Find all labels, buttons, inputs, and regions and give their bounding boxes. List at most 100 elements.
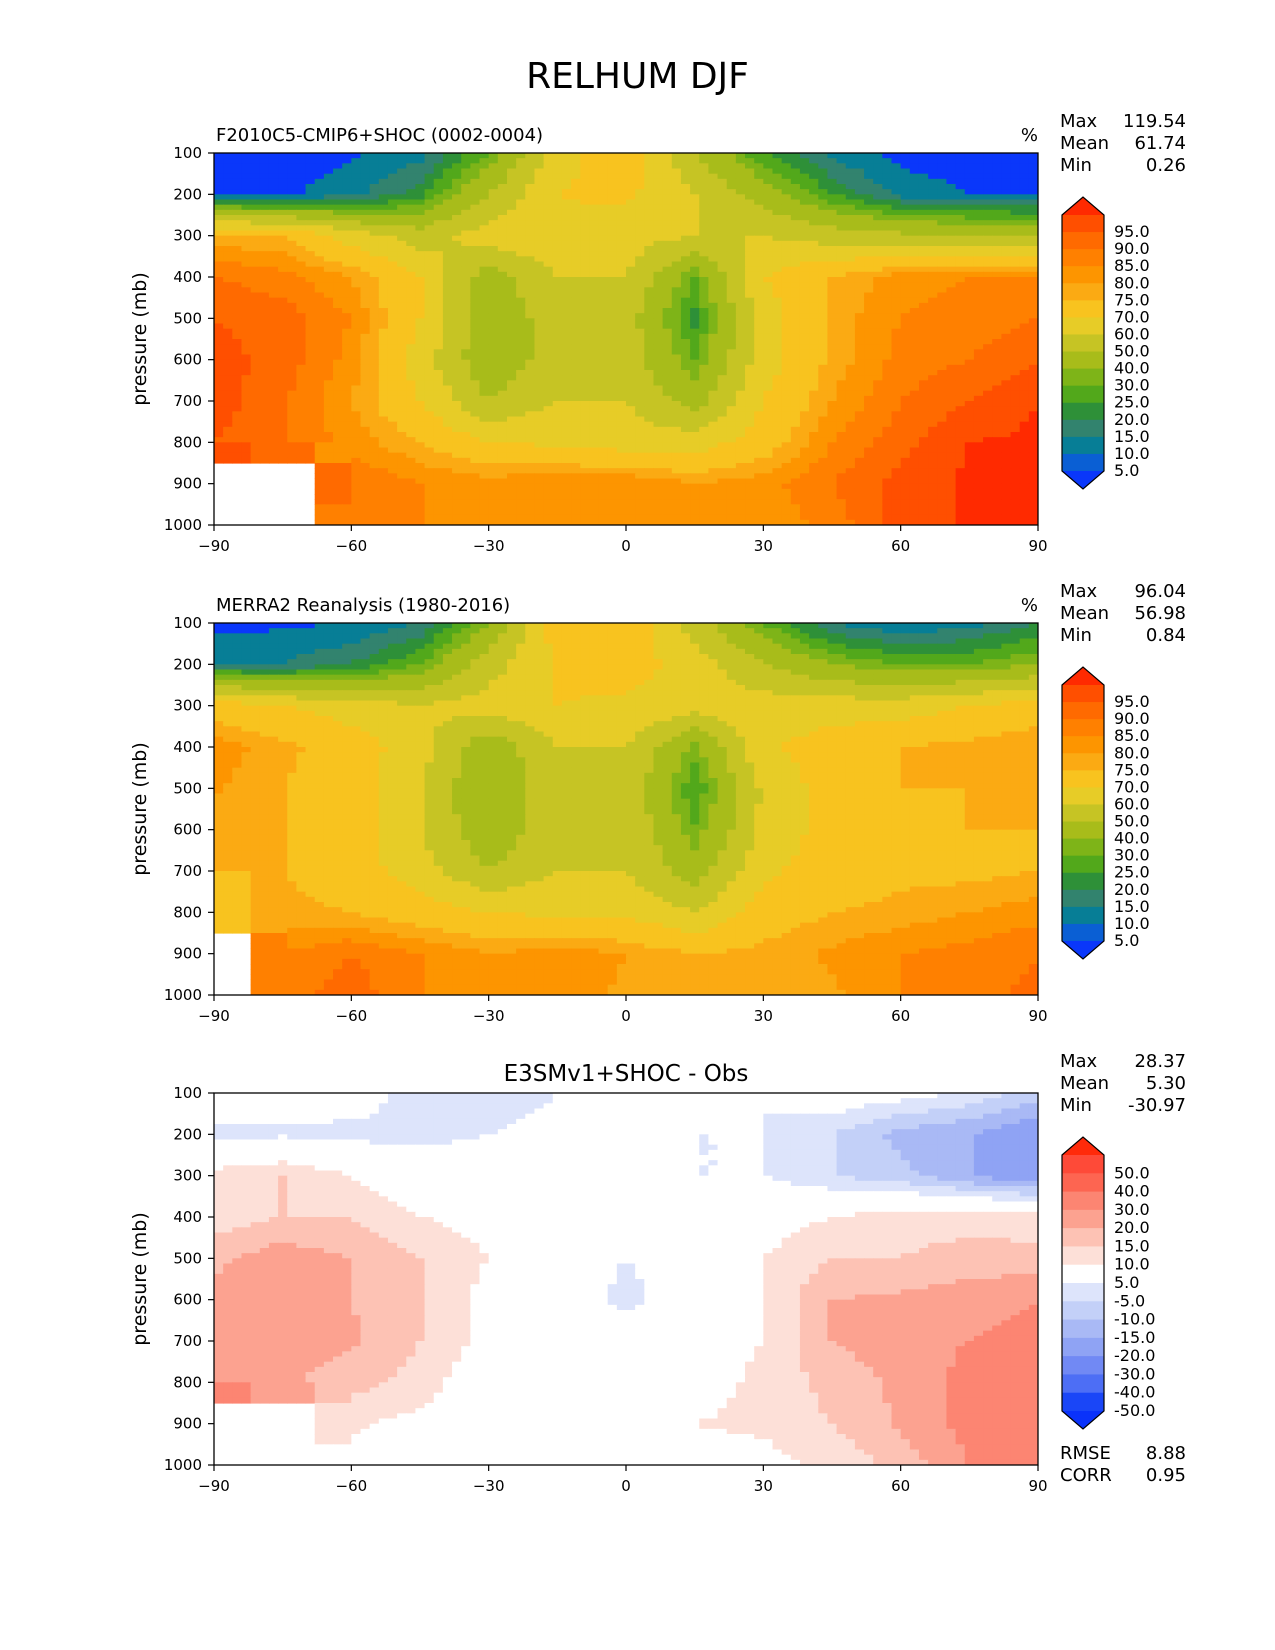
contour-cell [1019,308,1030,314]
contour-cell [397,287,407,294]
contour-cell [763,426,774,433]
contour-cell [891,215,902,221]
contour-cell [845,194,856,201]
contour-cell [626,199,636,206]
contour-cell [470,354,481,361]
contour-cell [772,246,783,252]
contour-cell [580,287,590,294]
contour-cell [534,282,545,288]
contour-cell [516,411,526,418]
contour-cell [946,277,957,283]
contour-cell [845,230,856,237]
contour-cell [543,328,554,335]
contour-cell [479,271,490,278]
contour-cell [287,344,297,350]
contour-cell [534,416,545,423]
contour-cell [708,349,719,356]
contour-cell [690,240,700,247]
contour-cell [864,411,874,418]
contour-cell [497,235,508,242]
contour-cell [699,220,709,226]
contour-cell [351,354,362,361]
contour-cell [699,308,709,314]
contour-cell [671,256,682,263]
contour-cell [644,271,655,278]
contour-cell [607,189,618,195]
contour-cell [561,158,572,164]
contour-cell [497,323,508,330]
contour-cell [983,287,993,294]
contour-cell [268,411,279,418]
contour-cell [955,204,966,211]
contour-cell [809,349,819,356]
contour-cell [589,246,600,252]
contour-cell [964,220,975,226]
contour-cell [323,416,334,423]
contour-cell [378,271,389,278]
contour-cell [946,333,957,340]
contour-cell [992,271,1002,278]
contour-cell [836,297,847,304]
contour-cell [351,344,362,350]
contour-cell [662,333,673,340]
contour-cell [278,390,288,397]
contour-cell [836,426,847,433]
contour-cell [680,204,691,211]
contour-cell [644,333,655,340]
contour-cell [351,277,362,283]
contour-cell [781,189,792,195]
contour-cell [1019,302,1030,309]
contour-cell [342,189,352,195]
contour-cell [918,297,929,304]
contour-cell [479,421,490,428]
contour-cell [479,339,490,345]
contour-cell [442,168,453,175]
contour-cell [763,184,774,190]
contour-cell [763,354,774,361]
contour-cell [635,173,645,180]
contour-cell [1028,406,1038,412]
contour-cell [296,323,307,330]
contour-cell [653,189,664,195]
contour-cell [891,266,902,273]
contour-cell [552,194,563,201]
contour-cell [415,271,426,278]
contour-cell [964,390,975,397]
contour-cell [470,235,481,242]
contour-cell [882,173,893,180]
contour-cell [616,426,627,433]
contour-cell [323,339,334,345]
contour-cell [479,204,490,211]
contour-cell [378,204,389,211]
contour-cell [918,411,929,418]
contour-cell [662,153,673,159]
contour-cell [726,385,737,392]
contour-cell [964,251,975,257]
contour-cell [854,432,865,438]
contour-cell [479,328,490,335]
contour-cell [616,178,627,185]
contour-cell [909,302,920,309]
contour-cell [680,287,691,294]
contour-cell [717,328,728,335]
contour-cell [635,390,645,397]
contour-cell [607,204,618,211]
contour-cell [497,184,508,190]
contour-cell [470,220,481,226]
contour-cell [287,277,297,283]
contour-cell [745,401,755,407]
contour-cell [955,390,966,397]
contour-cell [607,158,618,164]
contour-cell [827,215,838,221]
contour-cell [671,251,682,257]
contour-cell [854,209,865,216]
contour-cell [799,328,810,335]
contour-cell [259,251,270,257]
contour-cell [864,395,874,402]
contour-cell [726,359,737,366]
contour-cell [845,199,856,206]
contour-cell [571,333,581,340]
contour-cell [333,380,343,387]
contour-cell [708,390,719,397]
contour-cell [992,411,1002,418]
